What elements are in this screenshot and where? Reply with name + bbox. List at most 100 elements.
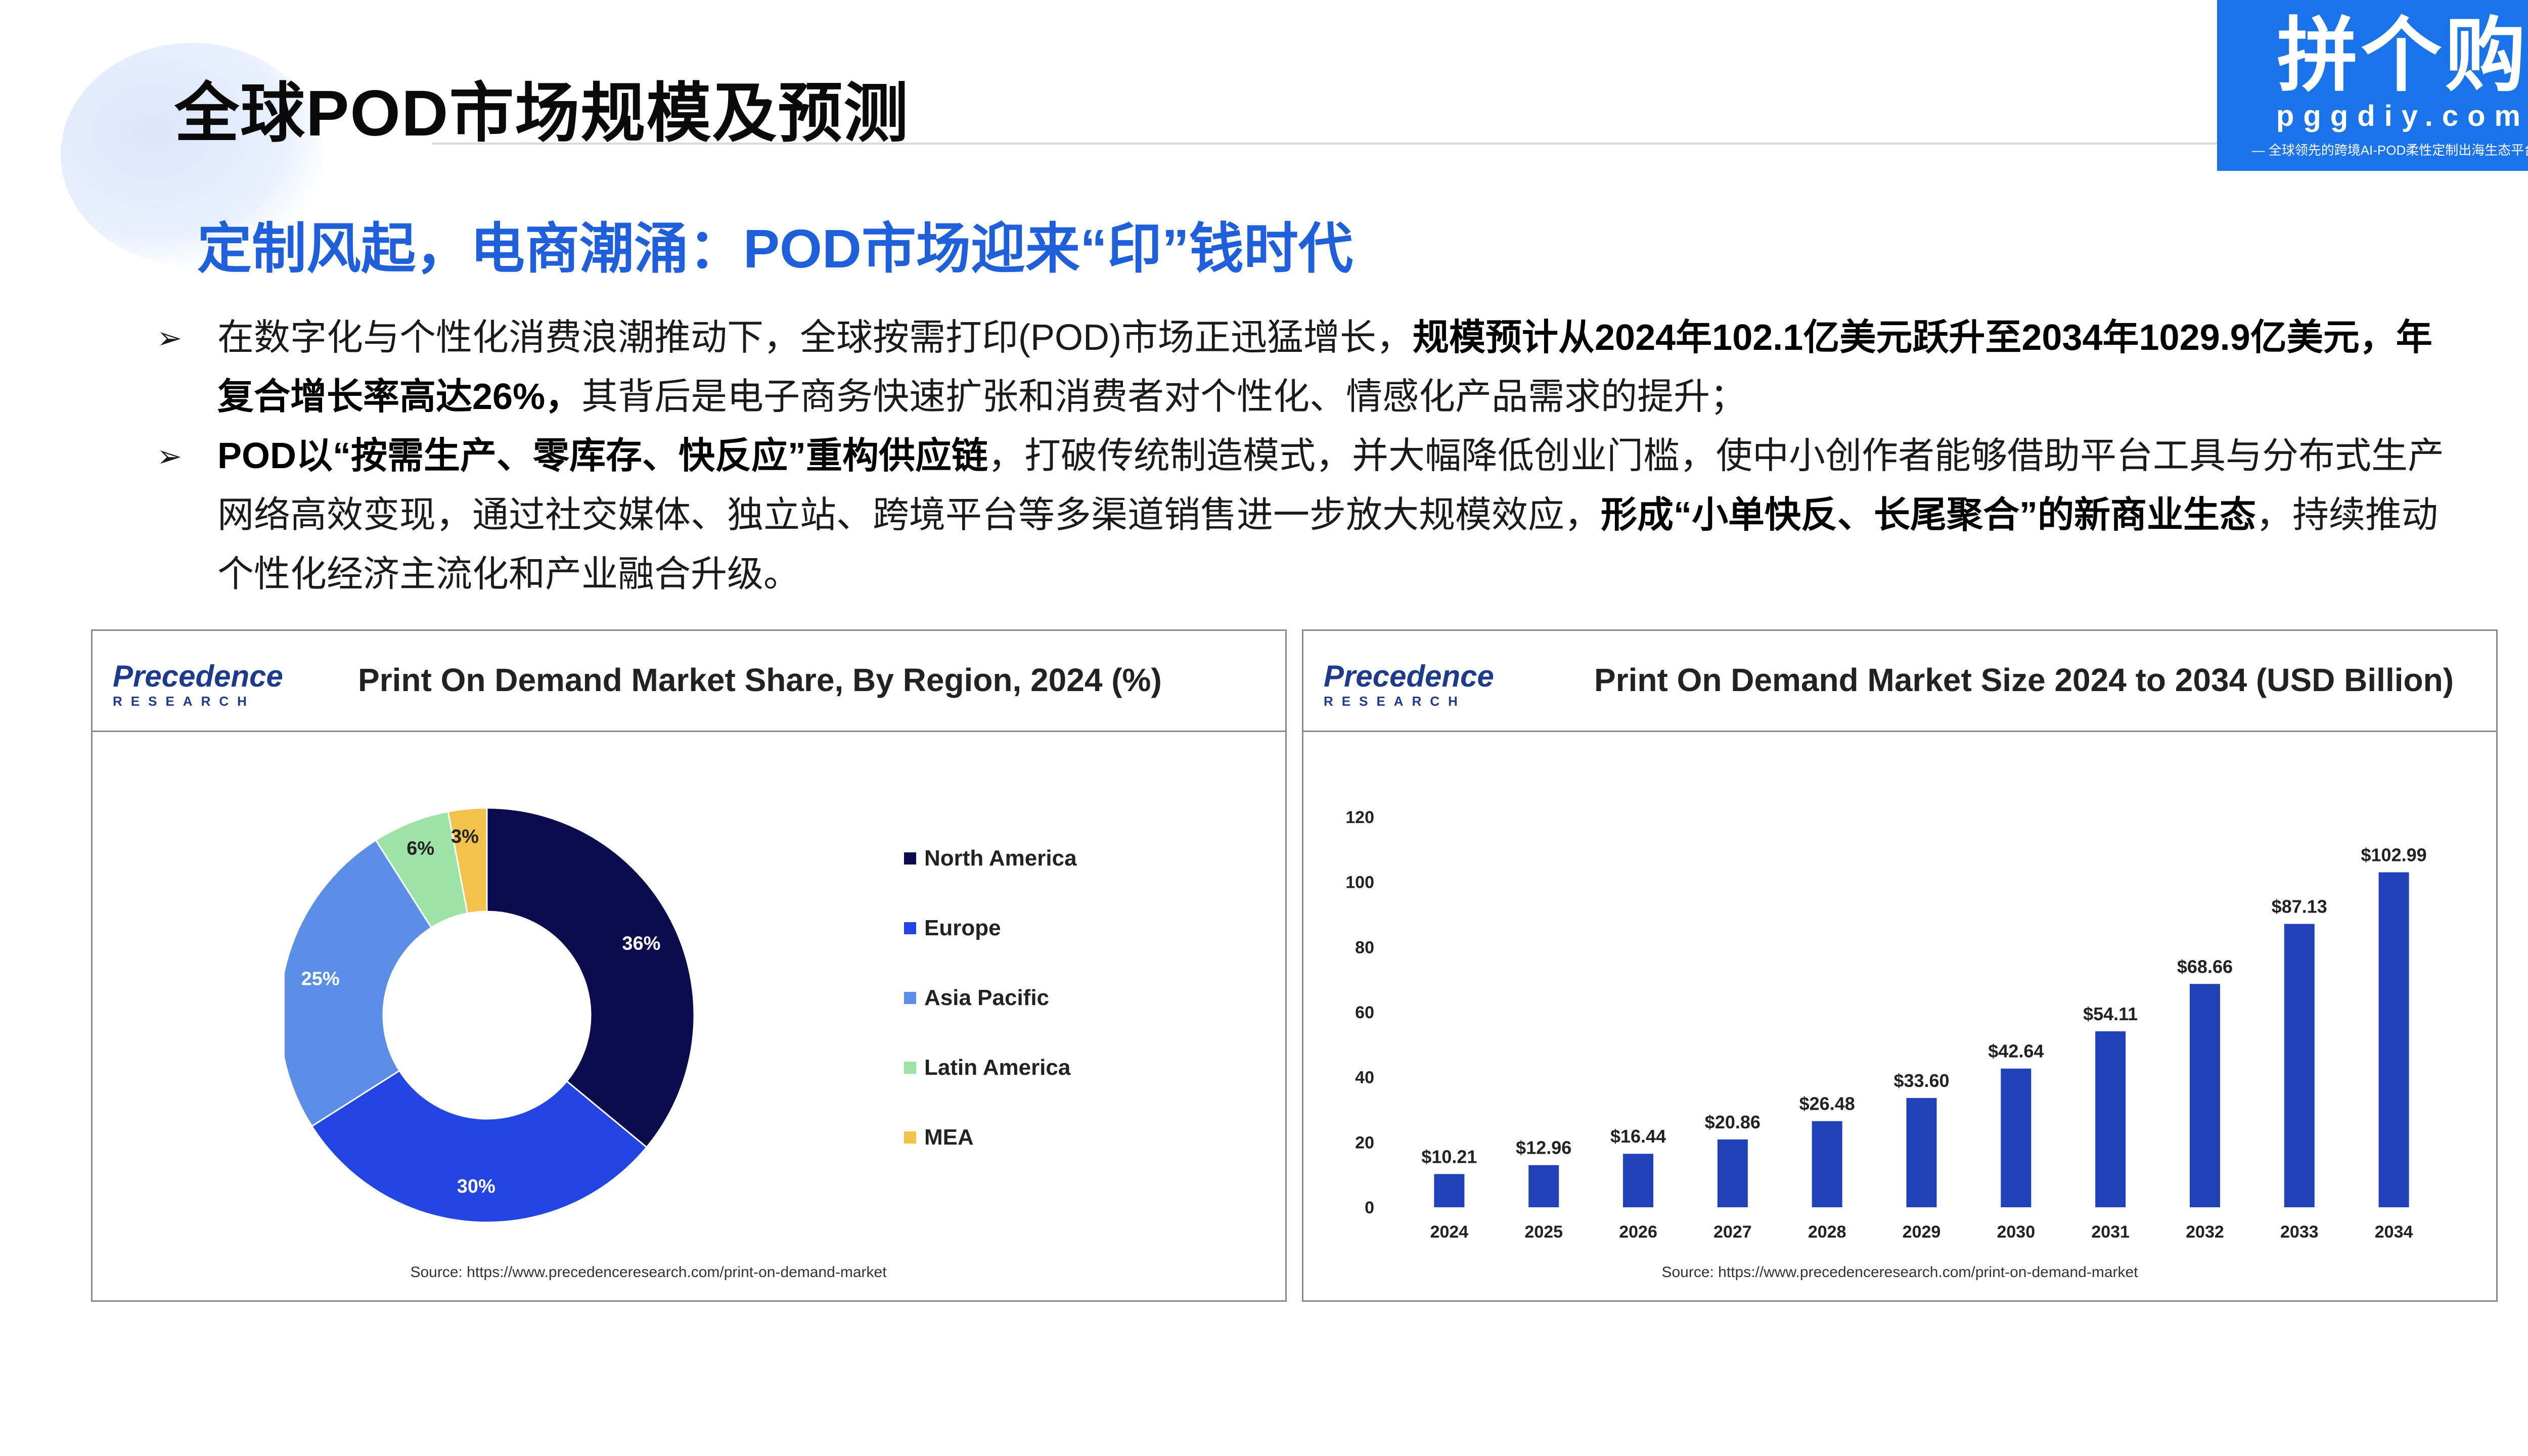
legend-label: North America <box>924 846 1077 871</box>
legend-item: North America <box>904 843 1077 913</box>
x-tick-label: 2030 <box>1997 1222 2035 1238</box>
panel-header: Precedence RESEARCH Print On Demand Mark… <box>93 631 1285 732</box>
bar-2027 <box>1717 1139 1748 1207</box>
y-tick-label: 40 <box>1355 1068 1374 1087</box>
legend-label: Latin America <box>924 1055 1071 1080</box>
bar-2032 <box>2189 984 2220 1207</box>
legend-swatch <box>904 922 916 934</box>
logo-url: pggdiy.com <box>2276 100 2528 132</box>
bullet-bold-text: POD以“按需生产、零库存、快反应”重构供应链 <box>217 436 988 476</box>
x-tick-label: 2034 <box>2375 1222 2413 1238</box>
brand-sub: RESEARCH <box>1324 694 1466 709</box>
logo-text: 拼个购 <box>2277 10 2528 101</box>
panel-header: Precedence RESEARCH Print On Demand Mark… <box>1303 631 2496 732</box>
donut-chart-title: Print On Demand Market Share, By Region,… <box>358 662 1162 698</box>
bullet-text: ，打破传统制造模式，并大幅降低创业门槛，使中小创作者能够借助平台工具与分布式生产… <box>217 436 2445 535</box>
decorative-blob <box>61 43 324 265</box>
bullet-item: ➢ 在数字化与个性化消费浪潮推动下，全球按需打印(POD)市场正迅猛增长，规模预… <box>157 308 2462 427</box>
x-tick-label: 2032 <box>2186 1222 2224 1238</box>
bullet-bold-text: 形成“小单快反、长尾聚合”的新商业生态 <box>1601 495 2256 535</box>
brand-name: Precedence <box>113 659 283 693</box>
donut-slice-label: 25% <box>301 968 340 989</box>
arrow-bullet-icon: ➢ <box>157 439 183 473</box>
brand-sub: RESEARCH <box>113 694 255 709</box>
source-note: Source: https://www.precedenceresearch.c… <box>1661 1264 2138 1281</box>
bar-2033 <box>2284 924 2315 1207</box>
bar-2025 <box>1528 1165 1559 1207</box>
x-tick-label: 2031 <box>2091 1222 2130 1238</box>
donut-chart: 36% 30% 25% 6% 3% <box>285 807 695 1223</box>
bullet-list: ➢ 在数字化与个性化消费浪潮推动下，全球按需打印(POD)市场正迅猛增长，规模预… <box>157 308 2462 604</box>
bar-2034 <box>2378 872 2409 1207</box>
bar-value-label: $16.44 <box>1610 1126 1666 1147</box>
page-title: 全球POD市场规模及预测 <box>174 77 910 150</box>
legend-label: Asia Pacific <box>924 985 1050 1010</box>
donut-slice-mea <box>447 807 488 915</box>
bar-2028 <box>1812 1121 1842 1207</box>
arrow-bullet-icon: ➢ <box>157 321 183 355</box>
precedence-logo: Precedence RESEARCH <box>1324 661 1494 709</box>
legend-swatch <box>904 1131 916 1144</box>
bar-2024 <box>1434 1174 1465 1207</box>
y-tick-label: 0 <box>1365 1198 1374 1217</box>
logo-slogan: — 全球领先的跨境AI-POD柔性定制出海生态平台 — <box>2251 143 2528 158</box>
donut-slice-label: 6% <box>407 838 434 859</box>
bar-2030 <box>2001 1068 2032 1207</box>
legend-swatch <box>904 992 916 1004</box>
bullet-bold-text: 规模预计从2024年102.1亿美元跃升至2034年1029.9亿美元，年复合增… <box>217 317 2432 417</box>
bullet-text: 在数字化与个性化消费浪潮推动下，全球按需打印(POD)市场正迅猛增长， <box>217 317 1413 358</box>
bar-2026 <box>1623 1154 1654 1207</box>
bar-value-label: $33.60 <box>1893 1070 1949 1091</box>
bar-value-label: $26.48 <box>1799 1094 1855 1114</box>
source-note: Source: https://www.precedenceresearch.c… <box>410 1264 887 1281</box>
bullet-text: ，持续推动个性化经济主流化和产业融合升级。 <box>217 495 2439 595</box>
x-tick-label: 2033 <box>2280 1222 2319 1238</box>
x-tick-label: 2025 <box>1524 1222 1563 1238</box>
title-divider <box>432 143 2528 145</box>
bar-2031 <box>2095 1031 2126 1207</box>
legend-label: Europe <box>924 916 1001 940</box>
bar-chart: 0 20 40 60 80 100 120 $10.21 2024 $12.96 2025 $16.4… <box>1345 808 2427 1238</box>
bullet-text: 其背后是电子商务快速扩张和消费者对个性化、情感化产品需求的提升； <box>581 377 1747 417</box>
bar-value-label: $87.13 <box>2272 896 2327 917</box>
donut-legend: North America Europe Asia Pacific Latin Ame… <box>904 843 1077 1192</box>
x-tick-label: 2026 <box>1619 1222 1657 1238</box>
legend-swatch <box>904 1062 916 1074</box>
bullet-item: ➢ POD以“按需生产、零库存、快反应”重构供应链，打破传统制造模式，并大幅降低… <box>157 427 2462 604</box>
x-tick-label: 2028 <box>1808 1222 1846 1238</box>
legend-item: Latin America <box>904 1053 1077 1122</box>
bar-2029 <box>1906 1098 1937 1207</box>
legend-item: MEA <box>904 1122 1077 1192</box>
bar-chart-title: Print On Demand Market Size 2024 to 2034… <box>1594 662 2454 698</box>
donut-slice-europe <box>310 1069 648 1223</box>
bar-value-label: $12.96 <box>1516 1138 1571 1158</box>
bar-value-label: $68.66 <box>2177 956 2233 977</box>
market-size-panel: Precedence RESEARCH Print On Demand Mark… <box>1302 629 2498 1302</box>
legend-item: Asia Pacific <box>904 983 1077 1053</box>
bar-value-label: $20.86 <box>1705 1112 1760 1132</box>
legend-swatch <box>904 852 916 864</box>
legend-label: MEA <box>924 1125 974 1150</box>
bar-value-label: $42.64 <box>1988 1041 2044 1062</box>
precedence-logo: Precedence RESEARCH <box>113 661 283 709</box>
bar-value-label: $102.99 <box>2361 844 2427 865</box>
y-tick-label: 60 <box>1355 1003 1374 1022</box>
donut-slice-label: 30% <box>457 1176 495 1197</box>
legend-item: Europe <box>904 913 1077 983</box>
brand-name: Precedence <box>1324 659 1494 693</box>
bar-value-label: $54.11 <box>2083 1004 2138 1024</box>
y-tick-label: 120 <box>1345 808 1374 827</box>
x-tick-label: 2027 <box>1713 1222 1752 1238</box>
donut-slice-label: 3% <box>451 826 479 847</box>
x-tick-label: 2024 <box>1430 1222 1469 1238</box>
donut-slice-label: 36% <box>622 933 660 954</box>
donut-slice-north-america <box>486 807 695 1149</box>
y-tick-label: 100 <box>1345 873 1374 892</box>
bar-value-label: $10.21 <box>1421 1146 1477 1167</box>
brand-logo: 拼个购 pggdiy.com — 全球领先的跨境AI-POD柔性定制出海生态平台… <box>2217 0 2528 171</box>
y-tick-label: 20 <box>1355 1133 1374 1152</box>
donut-slice-asia-pacific <box>285 839 433 1127</box>
region-share-panel: Precedence RESEARCH Print On Demand Mark… <box>91 629 1287 1302</box>
y-tick-label: 80 <box>1355 938 1374 957</box>
x-tick-label: 2029 <box>1903 1222 1941 1238</box>
